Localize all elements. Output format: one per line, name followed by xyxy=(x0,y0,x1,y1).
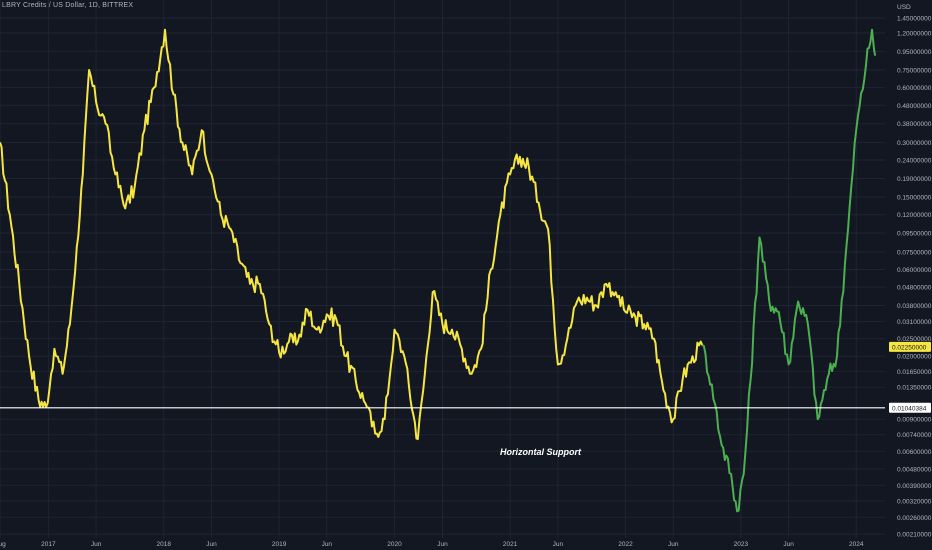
price-series-layer xyxy=(0,28,877,513)
y-tick-label: 0.00260000 xyxy=(897,515,932,522)
y-tick-label: 0.30000000 xyxy=(897,140,932,147)
x-tick-label: 2017 xyxy=(41,541,56,548)
x-tick-label: 2020 xyxy=(387,541,402,548)
y-tick-label: 0.02500000 xyxy=(897,336,932,343)
y-tick-label: 0.06000000 xyxy=(897,267,932,274)
price-series-secondary xyxy=(701,28,877,513)
y-tick-label: 0.00390000 xyxy=(897,483,932,490)
x-axis: Aug 2017 Jun 2018 Jun 2019 Jun 2020 Jun 2021 Jun 20… xyxy=(0,541,864,548)
y-tick-label: 1.20000000 xyxy=(897,30,932,37)
y-tick-label: 0.04800000 xyxy=(897,285,932,292)
y-tick-label: 0.03800000 xyxy=(897,303,932,310)
x-tick-label: Jun xyxy=(783,541,794,548)
x-tick-label: Jun xyxy=(91,541,102,548)
y-tick-label: 0.07500000 xyxy=(897,249,932,256)
y-tick-label: 0.01650000 xyxy=(897,369,932,376)
y-tick-label: 0.12000000 xyxy=(897,212,932,219)
y-tick-label: 0.00900000 xyxy=(897,417,932,424)
x-tick-label: Aug xyxy=(0,541,6,548)
x-tick-label: Jun xyxy=(322,541,333,548)
y-tick-label: 0.00600000 xyxy=(897,449,932,456)
x-tick-label: Jun xyxy=(553,541,564,548)
y-tick-label: 0.00320000 xyxy=(897,498,932,505)
y-tick-label: 0.02000000 xyxy=(897,354,932,361)
y-tick-label: 0.00210000 xyxy=(897,532,932,539)
y-axis: 1.45000000 1.20000000 0.95000000 0.75000000… xyxy=(897,4,932,539)
x-tick-label: 2019 xyxy=(272,541,287,548)
y-tick-label: 0.00480000 xyxy=(897,466,932,473)
y-tick-label: 0.15000000 xyxy=(897,195,932,202)
y-tick-label: 0.01350000 xyxy=(897,385,932,392)
y-tick-label: 0.24000000 xyxy=(897,158,932,165)
x-tick-label: 2023 xyxy=(734,541,749,548)
y-tick-label: 0.60000000 xyxy=(897,85,932,92)
horizontal-support-annotation: Horizontal Support xyxy=(500,447,581,457)
y-tick-label: 0.95000000 xyxy=(897,49,932,56)
y-tick-label: 0.00740000 xyxy=(897,432,932,439)
price-badges: 0.02250000 0.01040384 xyxy=(889,341,931,413)
y-tick-label: 0.38000000 xyxy=(897,121,932,128)
y-tick-label: 1.45000000 xyxy=(897,16,932,23)
chart-title: LBRY Credits / US Dollar, 1D, BITTREX xyxy=(2,2,134,9)
x-tick-label: 2024 xyxy=(849,541,864,548)
price-series-primary xyxy=(0,28,704,441)
x-tick-label: Jun xyxy=(437,541,448,548)
current-price-badge: 0.02250000 xyxy=(892,344,927,351)
support-price-badge: 0.01040384 xyxy=(892,405,927,412)
x-tick-label: 2021 xyxy=(503,541,518,548)
x-tick-label: Jun xyxy=(206,541,217,548)
x-tick-label: Jun xyxy=(668,541,679,548)
x-tick-label: 2018 xyxy=(156,541,171,548)
support-price-badge-bg xyxy=(889,402,931,413)
y-axis-unit: USD xyxy=(897,4,911,11)
y-tick-label: 0.03100000 xyxy=(897,319,932,326)
chart-grid xyxy=(0,0,885,538)
y-tick-label: 0.48000000 xyxy=(897,103,932,110)
x-tick-label: 2022 xyxy=(618,541,633,548)
current-price-badge-bg xyxy=(889,341,931,352)
y-tick-label: 0.19000000 xyxy=(897,176,932,183)
y-tick-label: 0.75000000 xyxy=(897,68,932,75)
y-tick-label: 0.09500000 xyxy=(897,231,932,238)
